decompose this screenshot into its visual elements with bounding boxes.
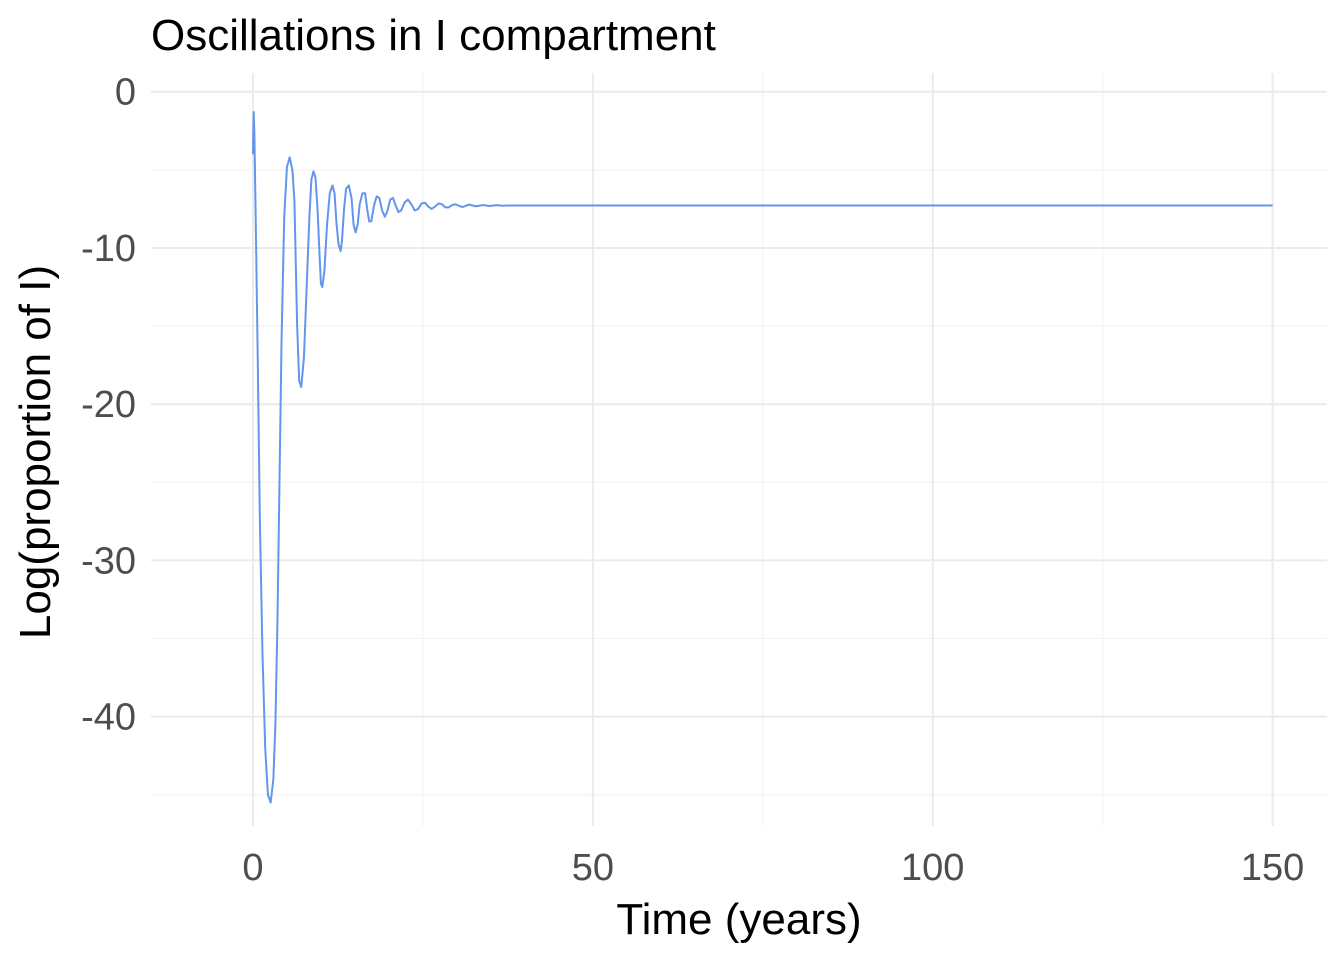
major-gridlines [151,73,1327,826]
y-tick-label: -20 [81,384,136,426]
y-tick-label: -30 [81,540,136,582]
y-axis-title: Log(proportion of I) [11,265,60,639]
series-layer [251,111,1273,804]
minor-gridlines [151,73,1327,826]
x-tick-label: 50 [572,847,614,889]
x-axis-title: Time (years) [616,895,861,944]
tick-labels: 0 50 100 150 0 -10 -20 -30 -40 [81,72,1304,889]
x-tick-label: 150 [1241,847,1304,889]
series-line [251,111,1273,804]
x-tick-label: 0 [242,847,263,889]
chart-title: Oscillations in I compartment [151,11,716,60]
y-tick-label: -40 [81,697,136,739]
y-tick-label: -10 [81,228,136,270]
x-tick-label: 100 [901,847,964,889]
y-tick-label: 0 [115,72,136,114]
